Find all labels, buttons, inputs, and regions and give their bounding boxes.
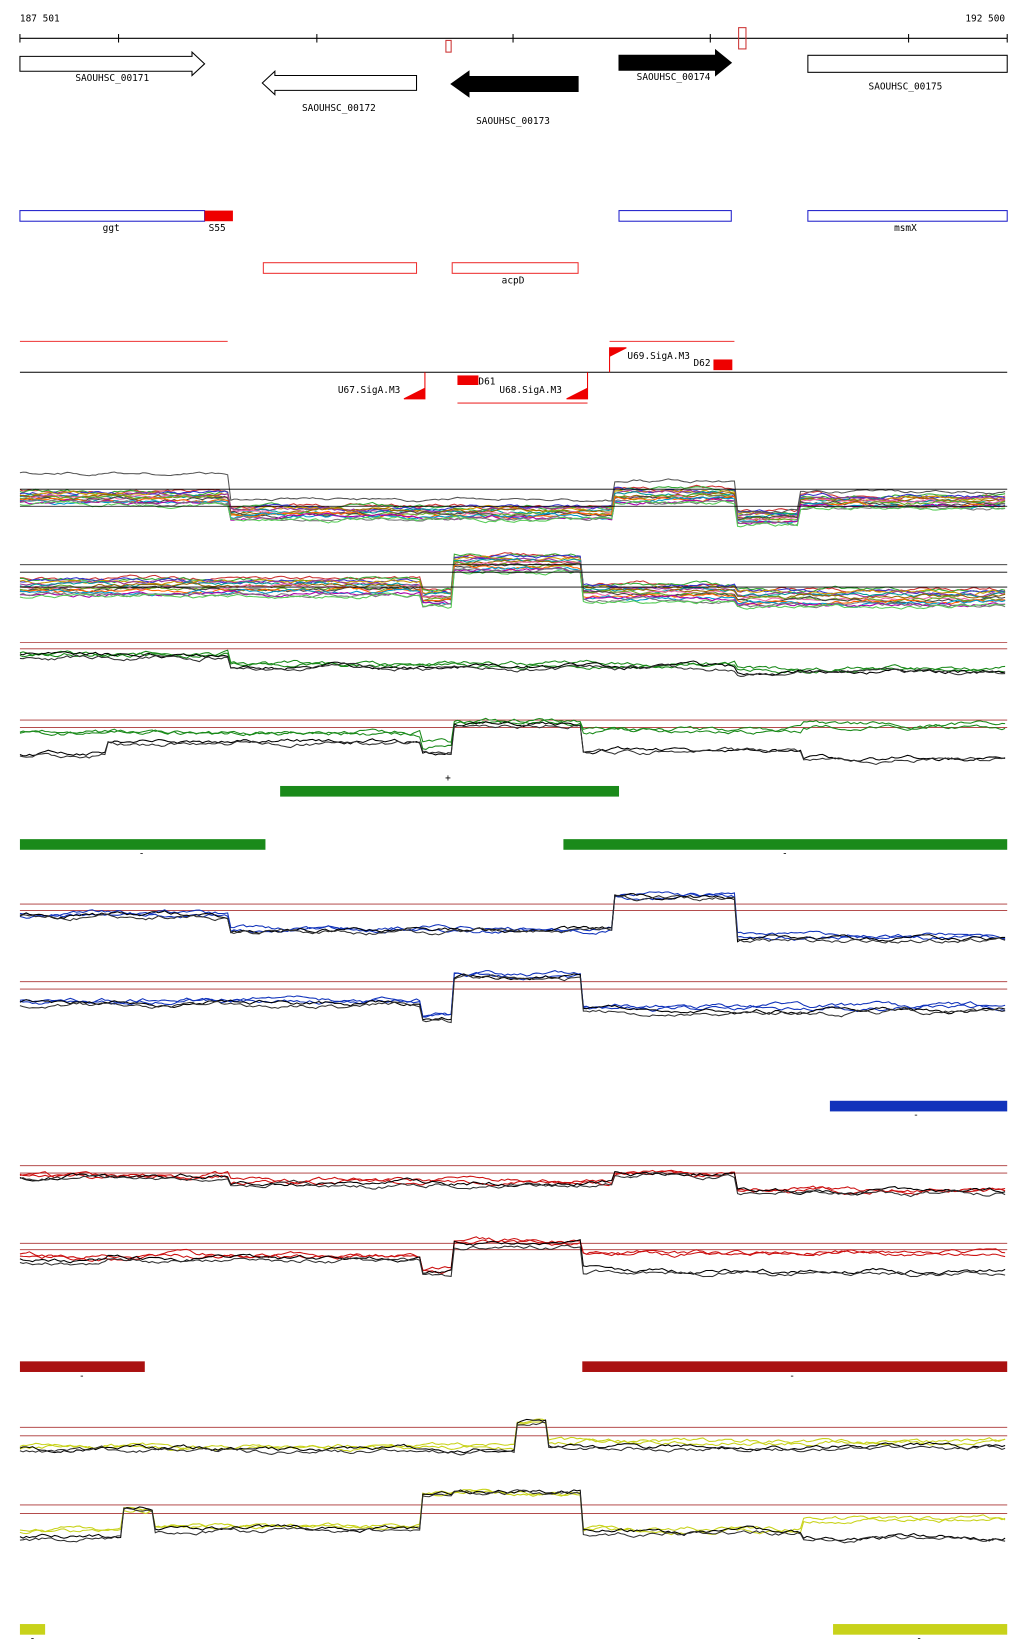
reg-label: D62 xyxy=(694,358,711,369)
signal-trace xyxy=(19,500,1006,528)
signal-trace xyxy=(19,553,1006,594)
gene-arrow xyxy=(261,70,418,96)
segment-bar xyxy=(280,785,620,797)
signal-trace xyxy=(19,724,1006,766)
signal-trace xyxy=(19,1418,1006,1454)
gene-arrow xyxy=(19,50,206,77)
annotation-box xyxy=(807,210,1008,222)
annotation-box xyxy=(451,262,579,274)
gene-arrow xyxy=(450,70,579,98)
annotation-box xyxy=(262,262,418,274)
annotation-label: ggt xyxy=(103,223,120,234)
strand-label: - xyxy=(782,848,788,859)
signal-trace xyxy=(19,1236,1006,1272)
signal-trace xyxy=(19,717,1006,743)
annotation-label: S55 xyxy=(209,223,226,234)
gene-label: SAOUHSC_00173 xyxy=(476,116,550,127)
gene-arrow xyxy=(618,48,733,77)
signal-trace xyxy=(19,1171,1006,1196)
annotation-label: acpD xyxy=(502,275,525,286)
reg-label: U68.SigA.M3 xyxy=(499,385,561,396)
strand-label: - xyxy=(139,848,145,859)
annotation-box xyxy=(618,210,732,222)
reg-box xyxy=(457,375,479,386)
signal-trace xyxy=(19,654,1006,677)
strand-label: - xyxy=(79,1371,85,1382)
reg-label: D61 xyxy=(478,376,495,387)
signal-trace xyxy=(19,1239,1006,1275)
marker xyxy=(738,27,747,50)
signal-trace xyxy=(19,1171,1006,1198)
strand-label: - xyxy=(916,1633,922,1640)
marker xyxy=(445,39,452,53)
signal-traces xyxy=(19,471,1008,1544)
signal-trace xyxy=(19,567,1006,609)
signal-trace xyxy=(19,1169,1006,1196)
signal-trace xyxy=(19,1421,1006,1456)
strand-label: - xyxy=(913,1110,919,1121)
strand-label: - xyxy=(30,1633,36,1640)
strand-label: - xyxy=(789,1371,795,1382)
gene-label: SAOUHSC_00172 xyxy=(302,103,376,114)
reg-box xyxy=(713,359,733,371)
signal-trace xyxy=(19,1489,1006,1542)
signal-trace xyxy=(19,649,1006,673)
ruler-end: 192 500 xyxy=(965,14,1005,25)
ruler-start: 187 501 xyxy=(20,14,60,25)
segment-bar xyxy=(563,839,1008,850)
signal-trace xyxy=(19,1489,1006,1544)
signal-trace xyxy=(19,717,1006,750)
signal-trace xyxy=(19,471,1006,514)
signal-trace xyxy=(19,970,1006,1018)
annotation-box xyxy=(204,210,233,222)
strand-label: + xyxy=(445,773,451,784)
gene-label: SAOUHSC_00174 xyxy=(637,72,711,83)
gene-box xyxy=(807,54,1008,73)
promoter-flag xyxy=(566,372,589,400)
signal-trace xyxy=(19,559,1006,600)
gene-label: SAOUHSC_00171 xyxy=(75,73,149,84)
reg-label: U69.SigA.M3 xyxy=(627,351,689,362)
segment-bar xyxy=(582,1361,1008,1372)
segment-bar xyxy=(19,1361,145,1372)
signal-trace xyxy=(19,552,1006,593)
signal-trace xyxy=(19,894,1006,944)
segment-bar xyxy=(19,839,266,850)
signal-trace xyxy=(19,974,1006,1024)
reg-label: U67.SigA.M3 xyxy=(338,385,400,396)
signal-trace xyxy=(19,973,1006,1021)
segment-bar xyxy=(829,1100,1008,1112)
signal-trace xyxy=(19,1490,1006,1533)
annotation-label: msmX xyxy=(894,223,917,234)
promoter-flag xyxy=(403,372,426,400)
signal-trace xyxy=(19,1244,1006,1278)
segment-bar xyxy=(833,1624,1008,1635)
signal-trace xyxy=(19,566,1006,608)
signal-trace xyxy=(19,1421,1006,1453)
signal-trace xyxy=(19,562,1006,604)
segment-bar xyxy=(19,1624,46,1635)
promoter-flag xyxy=(609,347,627,373)
gene-label: SAOUHSC_00175 xyxy=(869,82,943,93)
signal-trace xyxy=(19,499,1006,526)
signal-trace xyxy=(19,495,1006,524)
ruler-ticks xyxy=(19,34,1008,43)
signal-trace xyxy=(19,893,1006,943)
signal-trace xyxy=(19,651,1006,676)
signal-trace xyxy=(19,557,1006,599)
